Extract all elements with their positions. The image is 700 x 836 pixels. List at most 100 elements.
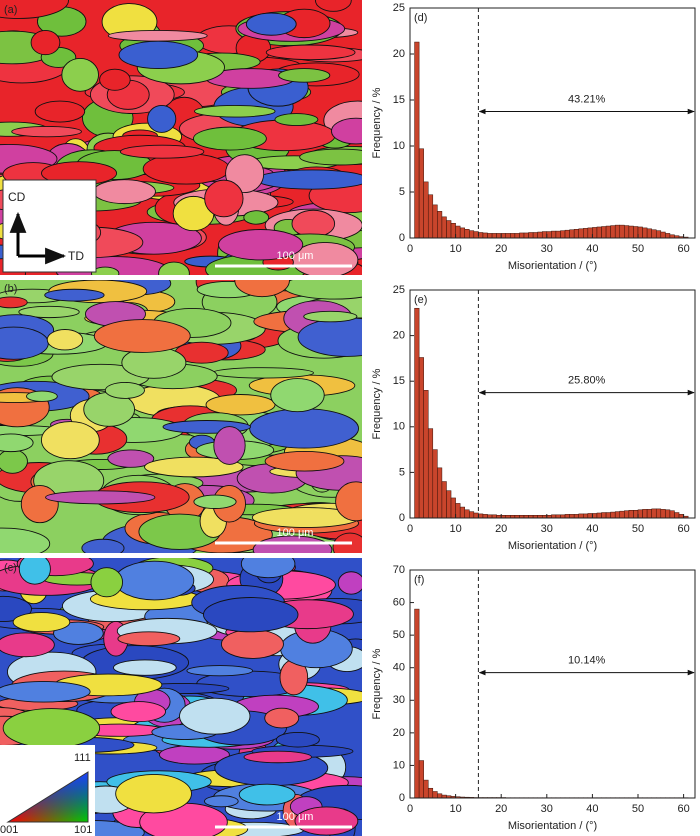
bar: [459, 227, 465, 239]
grain: [335, 481, 362, 522]
grain: [81, 538, 125, 553]
bar: [573, 514, 579, 519]
grain: [303, 310, 358, 323]
bar: [628, 509, 634, 519]
grain: [265, 44, 356, 61]
grain: [193, 494, 237, 509]
bar: [669, 510, 675, 519]
panel-label: (d): [414, 12, 427, 24]
grain: [243, 210, 270, 225]
bar: [637, 226, 643, 239]
grain: [18, 305, 80, 319]
panel-label: (a): [4, 4, 17, 16]
y-tick-label: 30: [393, 694, 405, 706]
bar: [478, 513, 484, 519]
bar: [578, 513, 584, 519]
bar: [605, 512, 611, 519]
bar: [473, 512, 479, 519]
bar: [614, 224, 621, 239]
grain: [264, 451, 345, 472]
y-tick-label: 70: [393, 564, 405, 576]
y-axis-label: Frequency / %: [371, 87, 383, 158]
grain: [117, 631, 181, 647]
grain: [186, 665, 254, 677]
grain: [203, 597, 299, 633]
ipf-label: 001: [0, 824, 18, 836]
bar: [546, 231, 552, 239]
bar: [505, 233, 511, 239]
x-tick-label: 0: [407, 243, 413, 255]
bar: [418, 357, 424, 519]
x-tick-label: 40: [586, 243, 598, 255]
map-overlay: (a) (b) (c) CD TD 100 μm 100 μm 100 μm 1…: [0, 4, 352, 836]
bar: [441, 216, 447, 239]
grain: [297, 317, 362, 357]
bar: [674, 512, 680, 519]
bar: [437, 467, 443, 519]
bar: [646, 228, 652, 239]
grain: [2, 708, 101, 749]
bar: [583, 228, 589, 239]
ipf-label: 111: [74, 752, 91, 764]
grain: [118, 40, 199, 70]
grain: [204, 179, 244, 218]
grain: [147, 104, 177, 133]
annotation: 10.14%: [568, 655, 606, 667]
grain: [99, 68, 131, 91]
bar: [446, 220, 452, 239]
grain: [291, 209, 336, 238]
bar: [427, 194, 434, 239]
bar: [432, 449, 438, 519]
bar: [541, 231, 548, 239]
grain: [11, 125, 82, 138]
grain: [203, 795, 239, 808]
grain: [193, 126, 267, 151]
grain: [53, 621, 104, 645]
grain: [0, 680, 91, 703]
x-tick-label: 60: [677, 803, 689, 815]
grain: [114, 560, 195, 601]
bar: [523, 232, 529, 239]
bar: [628, 225, 634, 239]
grain: [220, 629, 284, 659]
grain: [337, 571, 362, 595]
y-tick-label: 15: [393, 375, 405, 387]
panel-label: (f): [414, 574, 424, 586]
grain: [30, 29, 61, 56]
bar: [651, 508, 657, 519]
bar: [564, 514, 570, 519]
bar: [469, 511, 475, 519]
bar: [450, 223, 456, 239]
x-tick-label: 20: [495, 523, 507, 535]
bar: [578, 228, 584, 239]
bar: [551, 230, 557, 239]
bar: [482, 232, 488, 239]
grain: [249, 408, 359, 449]
grain: [0, 527, 51, 553]
bar: [437, 793, 443, 799]
grain: [212, 367, 314, 379]
grain: [34, 100, 86, 123]
x-axis-label: Misorientation / (°): [508, 540, 597, 552]
bar: [423, 390, 429, 519]
scale-label: 100 μm: [277, 527, 314, 539]
bar: [665, 233, 671, 239]
grain: [46, 329, 84, 351]
bar: [478, 232, 484, 239]
grain: [18, 558, 51, 585]
grain: [93, 179, 156, 205]
bar: [569, 229, 575, 239]
grain: [115, 774, 192, 814]
grain-map: [0, 558, 362, 836]
histogram: 0 5 10 15 20 25 0 10 20 30 40 50 60 Misorientation / …: [371, 2, 696, 272]
ipf-triangle-shade: [6, 771, 89, 823]
ebsd-maps: [0, 0, 362, 836]
y-tick-label: 25: [393, 2, 405, 14]
y-tick-label: 50: [393, 629, 405, 641]
grain: [255, 169, 362, 190]
grain: [179, 697, 251, 735]
grain: [20, 485, 59, 524]
y-tick-label: 10: [393, 140, 405, 152]
y-tick-label: 0: [399, 232, 405, 244]
grain: [270, 378, 325, 413]
